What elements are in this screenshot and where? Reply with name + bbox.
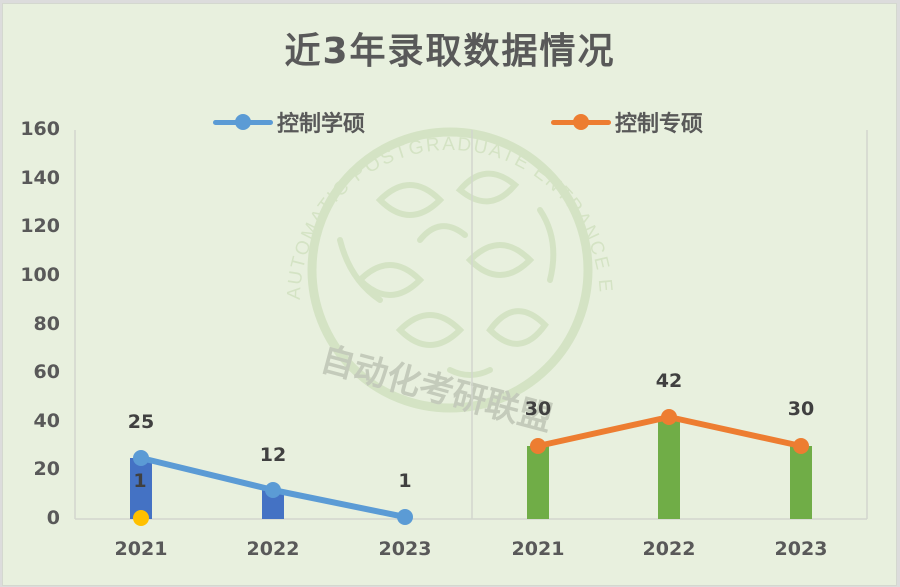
y-tick: 100 — [20, 264, 60, 286]
x-tick: 2021 — [511, 538, 565, 560]
helper-point — [133, 510, 149, 526]
x-tick: 2023 — [774, 538, 828, 560]
y-tick: 120 — [20, 215, 60, 237]
legend-label: 控制学硕 — [277, 112, 366, 137]
data-label: 12 — [259, 444, 287, 466]
bar-zhuanshuo-2022 — [658, 417, 680, 519]
x-tick: 2022 — [246, 538, 300, 560]
legend-label: 控制专硕 — [615, 112, 704, 137]
watermark-logo-icon: AUTOMATIC POSTGRADUATE ENTRANCE EXAMINAT… — [0, 0, 614, 440]
y-tick: 0 — [46, 507, 60, 529]
bar-xueshuo-2022 — [262, 490, 284, 519]
y-tick: 140 — [20, 167, 60, 189]
legend-item-xueshuo: 控制学硕 — [213, 108, 366, 137]
data-label: 1 — [398, 470, 412, 492]
y-tick: 80 — [33, 313, 60, 335]
y-tick: 160 — [20, 118, 60, 140]
bar-zhuanshuo-2021 — [527, 446, 549, 519]
legend-line-marker-icon — [213, 108, 273, 136]
x-tick: 2023 — [378, 538, 432, 560]
y-tick: 60 — [33, 361, 60, 383]
x-tick: 2022 — [642, 538, 696, 560]
data-label: 1 — [133, 470, 147, 492]
data-label: 42 — [655, 370, 683, 392]
legend-item-zhuanshuo: 控制专硕 — [551, 108, 704, 137]
y-tick: 20 — [33, 458, 60, 480]
bar-zhuanshuo-2023 — [790, 446, 812, 519]
x-tick: 2021 — [114, 538, 168, 560]
y-tick: 40 — [33, 410, 60, 432]
data-label: 30 — [787, 398, 815, 420]
data-label: 30 — [524, 398, 552, 420]
bar-xueshuo-2021 — [130, 458, 152, 519]
chart-title: 近3年录取数据情况 — [284, 31, 616, 72]
legend-line-marker-icon — [551, 108, 611, 136]
data-label: 25 — [127, 411, 155, 433]
